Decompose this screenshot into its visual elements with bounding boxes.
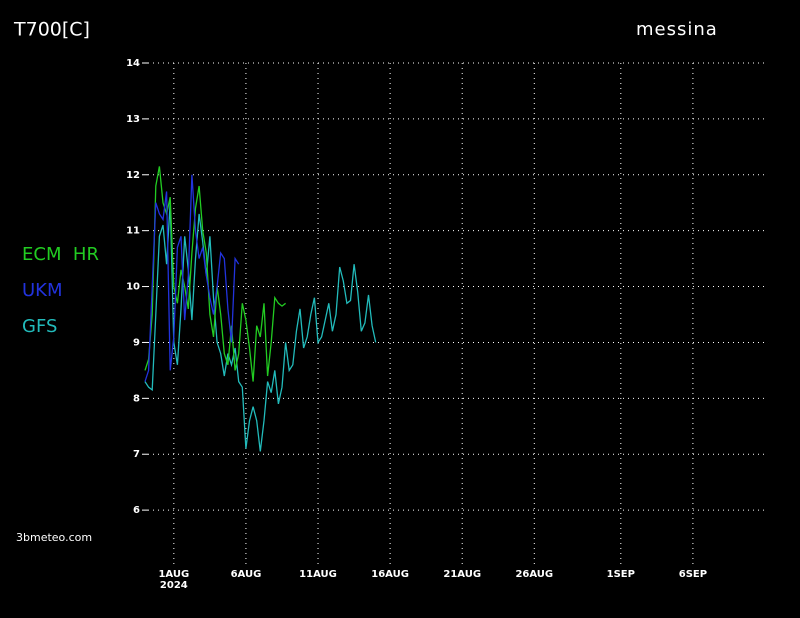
series-line bbox=[144, 202, 377, 452]
legend-label: UKM bbox=[22, 280, 63, 301]
x-sublabel: 2024 bbox=[160, 580, 188, 591]
legend-label: ECM HR bbox=[22, 244, 99, 265]
legend-label: GFS bbox=[22, 316, 57, 337]
chart-title: T700[C] bbox=[13, 19, 90, 41]
y-tick-label: 7 bbox=[133, 449, 140, 460]
y-tick-label: 14 bbox=[126, 58, 140, 69]
y-tick-label: 9 bbox=[133, 337, 140, 348]
y-tick-label: 8 bbox=[133, 393, 140, 404]
x-tick-label: 16AUG bbox=[371, 569, 409, 580]
y-tick-label: 11 bbox=[126, 226, 140, 237]
y-tick-label: 10 bbox=[126, 282, 140, 293]
x-tick-label: 6AUG bbox=[231, 569, 262, 580]
x-tick-label: 21AUG bbox=[443, 569, 481, 580]
series-line bbox=[144, 174, 240, 382]
x-tick-label: 6SEP bbox=[679, 569, 707, 580]
x-tick-label: 1AUG bbox=[158, 569, 189, 580]
location: messina bbox=[636, 19, 718, 40]
credit: 3bmeteo.com bbox=[16, 531, 92, 544]
y-tick-label: 13 bbox=[126, 114, 140, 125]
y-tick-label: 12 bbox=[126, 170, 140, 181]
x-tick-label: 11AUG bbox=[299, 569, 337, 580]
y-tick-label: 6 bbox=[133, 505, 140, 516]
x-tick-label: 1SEP bbox=[607, 569, 635, 580]
series-line bbox=[144, 166, 286, 382]
x-tick-label: 26AUG bbox=[515, 569, 553, 580]
